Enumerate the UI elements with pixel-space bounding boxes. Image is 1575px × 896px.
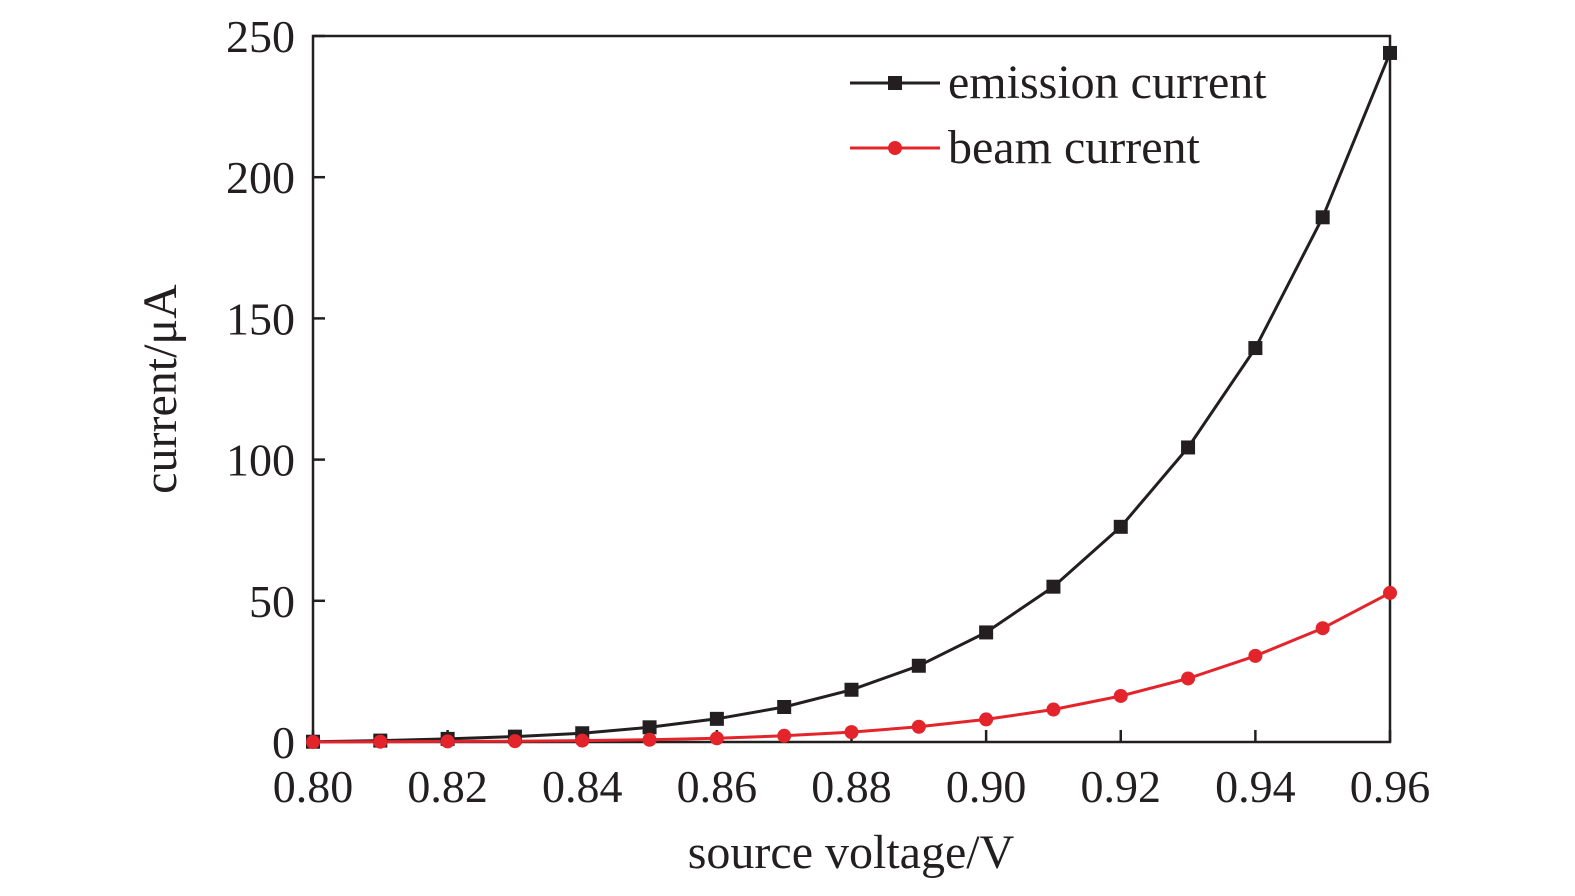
beam-current-point <box>911 719 926 734</box>
beam-current-point <box>1383 585 1397 600</box>
emission-current-point <box>1383 45 1397 60</box>
beam-current-point <box>1113 688 1128 703</box>
legend-beam-label: beam current <box>948 121 1201 174</box>
emission-current-point <box>777 699 792 714</box>
beam-current-point <box>1046 702 1061 717</box>
emission-current-point <box>1046 579 1061 594</box>
y-tick-label: 100 <box>226 435 295 486</box>
y-tick-label: 200 <box>226 152 295 203</box>
beam-current-point <box>777 728 792 743</box>
y-axis-label: current/μA <box>134 284 187 494</box>
x-tick-label: 0.86 <box>677 761 758 812</box>
legend-beam-circle-marker <box>888 141 902 155</box>
beam-current-point <box>844 725 859 740</box>
emission-current-point <box>642 720 657 735</box>
beam-current-point <box>979 712 994 727</box>
y-axis-ticks: 0 50 100 150 200 250 <box>226 11 325 768</box>
emission-current-point <box>1248 341 1263 356</box>
beam-current-point <box>1181 671 1196 686</box>
beam-current-point <box>642 732 657 747</box>
y-tick-label: 0 <box>272 717 295 768</box>
beam-current-point <box>507 734 522 749</box>
x-tick-label: 0.82 <box>407 761 488 812</box>
legend-emission-label: emission current <box>948 56 1267 109</box>
beam-current-point <box>1315 621 1330 636</box>
x-axis-label: source voltage/V <box>688 826 1015 879</box>
y-tick-label: 250 <box>226 11 295 62</box>
beam-current-point <box>306 735 320 749</box>
x-tick-label: 0.90 <box>946 761 1027 812</box>
series-markers <box>306 45 1397 749</box>
legend-emission-square-marker <box>888 76 902 90</box>
x-tick-label: 0.88 <box>811 761 892 812</box>
emission-current-point <box>911 658 926 673</box>
beam-current-point <box>709 731 724 746</box>
y-tick-label: 150 <box>226 293 295 344</box>
emission-current-point <box>1113 519 1128 534</box>
emission-current-line <box>312 52 1392 744</box>
series-lines <box>312 52 1392 744</box>
emission-current-point <box>979 625 994 640</box>
beam-current-point <box>373 734 388 749</box>
beam-current-point <box>575 733 590 748</box>
beam-current-point <box>440 734 455 749</box>
x-tick-label: 0.94 <box>1215 761 1296 812</box>
legend: emission current beam current <box>850 56 1267 174</box>
beam-current-point <box>1248 648 1263 663</box>
y-tick-label: 50 <box>249 576 295 627</box>
emission-current-point <box>1315 210 1330 225</box>
x-tick-label: 0.96 <box>1350 761 1431 812</box>
x-tick-label: 0.84 <box>542 761 623 812</box>
x-axis-ticks: 0.80 0.82 0.84 0.86 0.88 0.90 0.92 0.94 0.96 <box>273 730 1431 812</box>
x-tick-label: 0.92 <box>1081 761 1162 812</box>
emission-current-point <box>709 711 724 726</box>
beam-current-line <box>312 591 1391 744</box>
x-tick-label: 0.80 <box>273 761 354 812</box>
emission-current-point <box>844 682 859 697</box>
emission-current-point <box>1181 440 1196 455</box>
